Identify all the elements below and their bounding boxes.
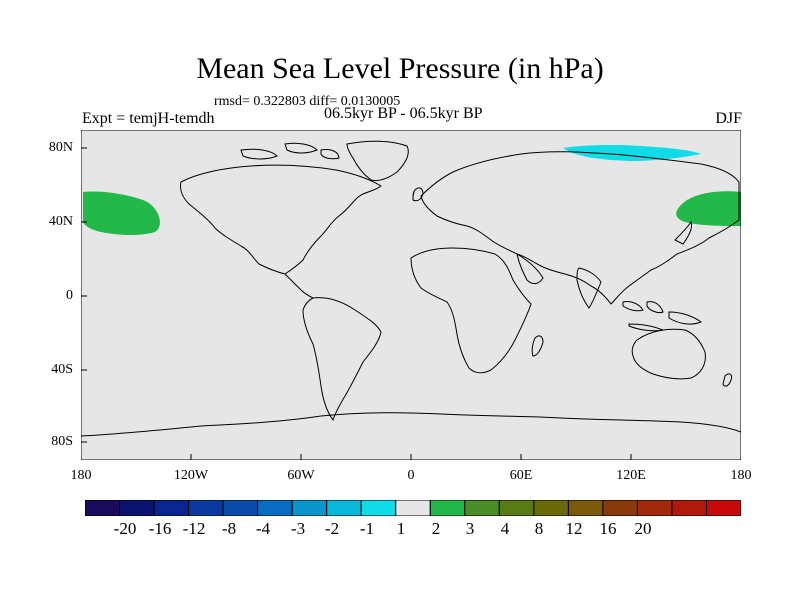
lon-label-180w: 180	[70, 468, 92, 483]
anomaly-barents-sea	[563, 144, 701, 161]
colorbar-label: 20	[634, 519, 652, 538]
colorbar-label: -12	[182, 519, 206, 538]
lon-label-180e: 180	[730, 468, 752, 483]
season-label: DJF	[715, 110, 742, 127]
colorbar-swatch	[291, 500, 328, 516]
colorbar-swatch	[636, 500, 673, 516]
colorbar-label: 16	[599, 519, 617, 538]
colorbar-label: -1	[359, 519, 375, 538]
experiment-label: Expt = temjH-temdh	[82, 110, 215, 127]
lon-label-60e: 60E	[509, 468, 533, 483]
colorbar-label: 8	[534, 519, 544, 538]
colorbar-swatch	[602, 500, 638, 516]
colorbar-swatch	[326, 500, 362, 516]
colorbar-swatch	[153, 500, 190, 516]
lat-label-40s: 40S	[51, 362, 73, 377]
colorbar-swatch	[567, 500, 604, 516]
lat-label-80n: 80N	[48, 140, 73, 155]
colorbar-swatch	[395, 500, 431, 516]
lat-label-eq: 0	[66, 288, 73, 303]
colorbar-label: 12	[565, 519, 583, 538]
lat-label-80s: 80S	[51, 434, 73, 449]
colorbar-swatch	[85, 500, 121, 516]
colorbar-label: -20	[113, 519, 137, 538]
lon-label-0: 0	[407, 468, 415, 483]
colorbar-label: 3	[465, 519, 475, 538]
colorbar-swatch	[705, 500, 741, 516]
map-ticks	[81, 147, 632, 460]
colorbar-label: -4	[255, 519, 271, 538]
lon-label-120e: 120E	[616, 468, 646, 483]
colorbar-swatch	[257, 500, 293, 516]
colorbar-label: 2	[431, 519, 441, 538]
map-background	[81, 130, 741, 460]
colorbar-swatch	[671, 500, 707, 516]
anomaly-nw-pacific	[676, 191, 741, 226]
colorbar-swatch	[498, 500, 535, 516]
coastlines	[81, 140, 741, 437]
period-label: 06.5kyr BP - 06.5kyr BP	[324, 105, 483, 122]
world-map	[81, 130, 741, 460]
colorbar-label: -2	[324, 519, 340, 538]
colorbar-swatch	[188, 500, 224, 516]
colorbar-swatch	[119, 500, 155, 516]
colorbar-swatch	[360, 500, 397, 516]
lon-label-60w: 60W	[287, 468, 315, 483]
chart-title: Mean Sea Level Pressure (in hPa)	[196, 52, 604, 85]
colorbar-label: -8	[221, 519, 237, 538]
anomaly-ne-pacific	[83, 191, 160, 235]
colorbar-swatch	[464, 500, 500, 516]
lon-label-120w: 120W	[173, 468, 209, 483]
colorbar-label: 1	[396, 519, 406, 538]
colorbar-label: -16	[148, 519, 172, 538]
stats-text: rmsd= 0.322803 diff= 0.0130005	[214, 94, 401, 109]
colorbar-label: 4	[500, 519, 510, 538]
colorbar	[85, 500, 741, 516]
colorbar-swatch	[429, 500, 466, 516]
colorbar-swatch	[222, 500, 259, 516]
colorbar-swatch	[533, 500, 569, 516]
lat-label-40n: 40N	[48, 214, 73, 229]
colorbar-label: -3	[290, 519, 306, 538]
